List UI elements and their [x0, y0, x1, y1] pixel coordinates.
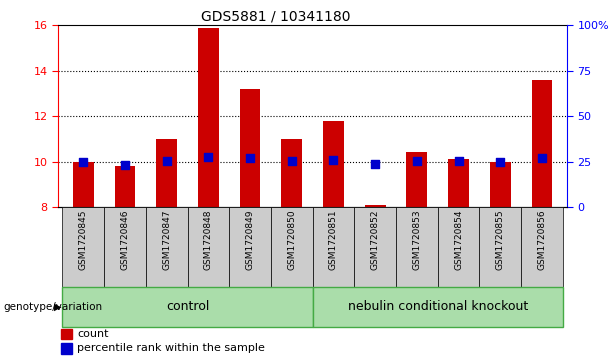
Point: [287, 158, 297, 163]
Bar: [365, 205, 386, 207]
Point: [412, 158, 422, 163]
Point: [162, 158, 172, 163]
Bar: [406, 152, 427, 207]
Bar: [61, 343, 72, 354]
Text: GDS5881 / 10341180: GDS5881 / 10341180: [201, 9, 351, 23]
Text: GSM1720855: GSM1720855: [496, 209, 504, 270]
Bar: [479, 207, 521, 287]
Text: GSM1720852: GSM1720852: [371, 209, 379, 270]
Text: GSM1720848: GSM1720848: [204, 209, 213, 270]
Point: [537, 155, 547, 161]
Point: [78, 159, 88, 164]
Bar: [73, 162, 94, 207]
Point: [495, 159, 505, 164]
Text: GSM1720850: GSM1720850: [287, 209, 296, 270]
Bar: [229, 207, 271, 287]
Text: GSM1720849: GSM1720849: [246, 209, 254, 270]
Bar: [521, 207, 563, 287]
Bar: [438, 207, 479, 287]
Text: GSM1720854: GSM1720854: [454, 209, 463, 270]
Bar: [198, 28, 219, 207]
Bar: [448, 159, 469, 207]
Text: count: count: [77, 329, 109, 339]
Text: control: control: [166, 300, 209, 313]
Bar: [281, 139, 302, 207]
Point: [245, 155, 255, 161]
Bar: [156, 139, 177, 207]
Text: GSM1720856: GSM1720856: [538, 209, 547, 270]
Bar: [63, 287, 313, 327]
Bar: [63, 207, 104, 287]
Bar: [240, 89, 261, 207]
Point: [454, 158, 463, 164]
Bar: [313, 207, 354, 287]
Bar: [188, 207, 229, 287]
Text: nebulin conditional knockout: nebulin conditional knockout: [348, 300, 528, 313]
Bar: [323, 121, 344, 207]
Text: GSM1720847: GSM1720847: [162, 209, 171, 270]
Bar: [396, 207, 438, 287]
Text: GSM1720846: GSM1720846: [121, 209, 129, 270]
Bar: [313, 287, 563, 327]
Point: [329, 157, 338, 163]
Bar: [104, 207, 146, 287]
Bar: [61, 329, 72, 339]
Text: GSM1720845: GSM1720845: [78, 209, 88, 270]
Text: GSM1720853: GSM1720853: [413, 209, 421, 270]
Bar: [354, 207, 396, 287]
Bar: [271, 207, 313, 287]
Bar: [531, 80, 552, 207]
Point: [120, 162, 130, 168]
Text: ▶: ▶: [54, 302, 61, 312]
Point: [204, 154, 213, 160]
Text: genotype/variation: genotype/variation: [3, 302, 102, 312]
Text: percentile rank within the sample: percentile rank within the sample: [77, 343, 265, 354]
Bar: [490, 162, 511, 207]
Text: GSM1720851: GSM1720851: [329, 209, 338, 270]
Point: [370, 161, 380, 167]
Bar: [115, 166, 135, 207]
Bar: [146, 207, 188, 287]
